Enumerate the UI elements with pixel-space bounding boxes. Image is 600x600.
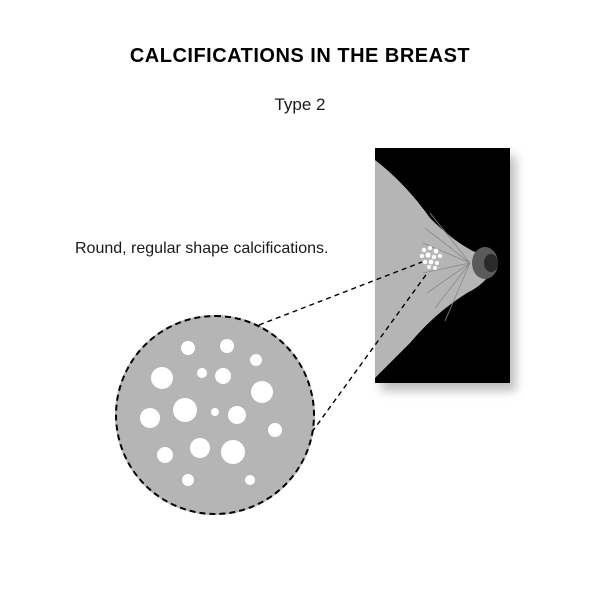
subtitle: Type 2 xyxy=(0,95,600,115)
caption: Round, regular shape calcifications. xyxy=(75,240,328,258)
title: CALCIFICATIONS IN THE BREAST xyxy=(0,45,600,68)
mammogram-panel xyxy=(375,148,510,383)
magnifier-circle xyxy=(115,315,315,515)
breast-illustration xyxy=(375,148,510,383)
